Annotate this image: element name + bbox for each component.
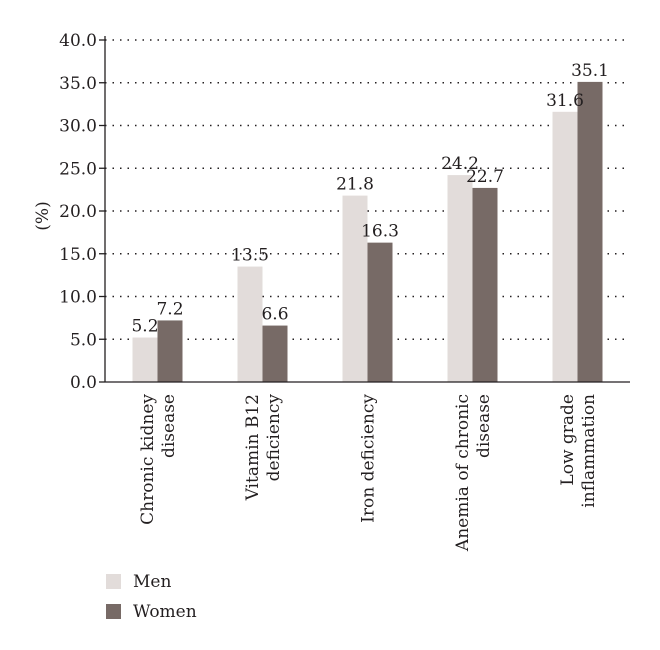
bar-women	[367, 242, 393, 382]
bar-women	[157, 320, 183, 382]
legend-label-men: Men	[133, 572, 171, 592]
category-label: Vitamin B12 deficiency	[243, 394, 284, 502]
category-label-line: inflammation	[579, 394, 599, 508]
category-label: Anemia of chronic disease	[453, 394, 494, 552]
bar-men	[447, 175, 473, 382]
y-axis-label: (%)	[33, 201, 53, 230]
data-label: 21.8	[336, 175, 374, 195]
y-tick-label: 15.0	[59, 245, 97, 265]
bar-women	[262, 325, 288, 382]
category-label-line: deficiency	[264, 394, 284, 482]
bars	[132, 81, 603, 383]
category-label-line: Chronic kidney	[138, 394, 158, 525]
legend-swatch-men	[106, 574, 121, 589]
bar-men	[552, 111, 578, 382]
category-label-line: disease	[474, 394, 494, 458]
data-label: 7.2	[156, 299, 183, 319]
legend-swatch-women	[106, 604, 121, 619]
legend: Men Women	[106, 572, 197, 622]
data-label: 16.3	[361, 222, 399, 242]
category-label: Chronic kidney disease	[138, 394, 179, 525]
category-labels: Chronic kidney disease Vitamin B12 deficien…	[138, 394, 599, 552]
data-label: 24.2	[441, 154, 479, 174]
legend-label-women: Women	[133, 602, 197, 622]
bar-men	[132, 337, 158, 382]
bar-women	[577, 81, 603, 383]
y-tick-label: 20.0	[59, 202, 97, 222]
data-label: 31.6	[546, 91, 584, 111]
data-label: 35.1	[571, 61, 609, 81]
data-label: 6.6	[261, 305, 288, 325]
bar-men	[342, 195, 368, 382]
y-tick-label: 10.0	[59, 288, 97, 308]
data-labels: 5.2 13.5 21.8 24.2 31.6 7.2 6.6 16.3 22.7 35.1	[131, 61, 608, 337]
y-tick-label: 25.0	[59, 159, 97, 179]
category-label-line: disease	[159, 394, 179, 458]
category-label-line: Low grade	[558, 394, 578, 486]
y-tick-label: 40.0	[59, 31, 97, 51]
bar-women	[472, 187, 498, 382]
y-tick-label: 30.0	[59, 117, 97, 137]
category-label-line: Vitamin B12	[243, 394, 263, 501]
category-label-line: Iron deficiency	[359, 394, 379, 523]
y-tick-label: 35.0	[59, 74, 97, 94]
data-label: 22.7	[466, 167, 504, 187]
y-tick-label: 0.0	[70, 373, 97, 393]
category-label: Low grade inflammation	[558, 394, 599, 508]
category-label: Iron deficiency	[359, 394, 379, 523]
category-label-line: Anemia of chronic	[453, 394, 473, 552]
data-label: 13.5	[231, 246, 269, 266]
bar-men	[237, 266, 263, 382]
y-tick-label: 5.0	[70, 330, 97, 350]
data-label: 5.2	[131, 317, 158, 337]
axes: 0.0 5.0 10.0 15.0 20.0 25.0 30.0 35.0 40.0	[59, 31, 630, 393]
